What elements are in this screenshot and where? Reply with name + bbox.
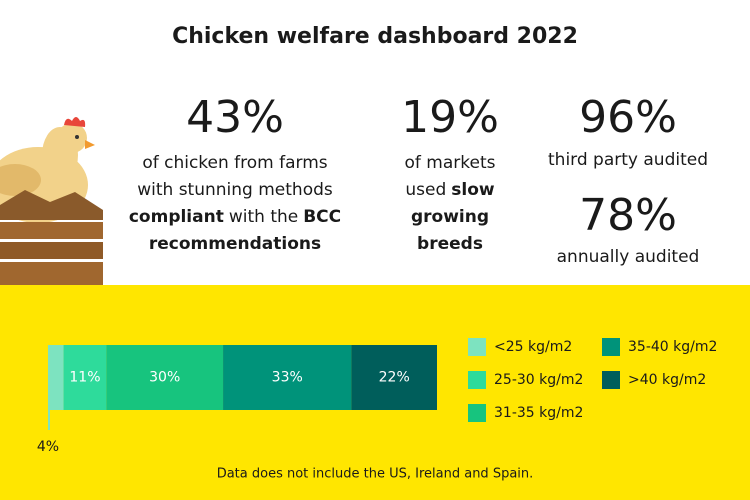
legend-label: >40 kg/m2 [628, 372, 706, 388]
stat-text: compliant [129, 207, 224, 227]
stat-line: breeds [417, 234, 483, 254]
legend-swatch [602, 371, 620, 389]
stat-text: used [405, 180, 446, 200]
stat-text: third party audited [548, 150, 708, 170]
stat-line: annually audited [557, 247, 700, 267]
stat-value: 96% [579, 92, 677, 143]
value-label: 11% [69, 370, 100, 386]
stat-text: breeds [417, 234, 483, 254]
stat-line: third party audited [548, 150, 708, 170]
stat-line: compliant with the BCC [129, 207, 341, 227]
legend-swatch [468, 371, 486, 389]
stat-line: used slow [405, 180, 495, 200]
value-label: 22% [379, 370, 410, 386]
legend-swatch [468, 338, 486, 356]
legend-label: <25 kg/m2 [494, 339, 572, 355]
legend-label: 25-30 kg/m2 [494, 372, 583, 388]
stat-text: annually audited [557, 247, 700, 267]
stat-value: 19% [401, 92, 499, 143]
stat-line: of chicken from farms [142, 153, 327, 173]
legend-label: 31-35 kg/m2 [494, 405, 583, 421]
stat-line: with stunning methods [137, 180, 333, 200]
stat-value: 43% [186, 92, 284, 143]
stat-text: of markets [405, 153, 496, 173]
stat-value: 78% [579, 190, 677, 241]
stat-text: recommendations [149, 234, 321, 254]
stat-line: of markets [405, 153, 496, 173]
stat-text: with stunning methods [137, 180, 333, 200]
bar-segment [48, 345, 64, 410]
bar-segment [106, 345, 224, 410]
value-label: 4% [37, 439, 59, 455]
value-label: 33% [272, 370, 303, 386]
legend-swatch [468, 404, 486, 422]
stat-text: BCC [303, 207, 341, 227]
stat-text: of chicken from farms [142, 153, 327, 173]
bar-segment [63, 345, 107, 410]
stat-line: growing [411, 207, 489, 227]
footnote: Data does not include the US, Ireland an… [217, 467, 534, 482]
stat-text: growing [411, 207, 489, 227]
legend-swatch [602, 338, 620, 356]
value-label: 30% [149, 370, 180, 386]
stat-line: recommendations [149, 234, 321, 254]
legend-label: 35-40 kg/m2 [628, 339, 717, 355]
stat-text: slow [451, 180, 495, 200]
hen-illustration [0, 117, 103, 285]
title: Chicken welfare dashboard 2022 [172, 24, 578, 49]
stat-text: with the [229, 207, 298, 227]
bar-segment [223, 345, 352, 410]
bar-segment [351, 345, 437, 410]
